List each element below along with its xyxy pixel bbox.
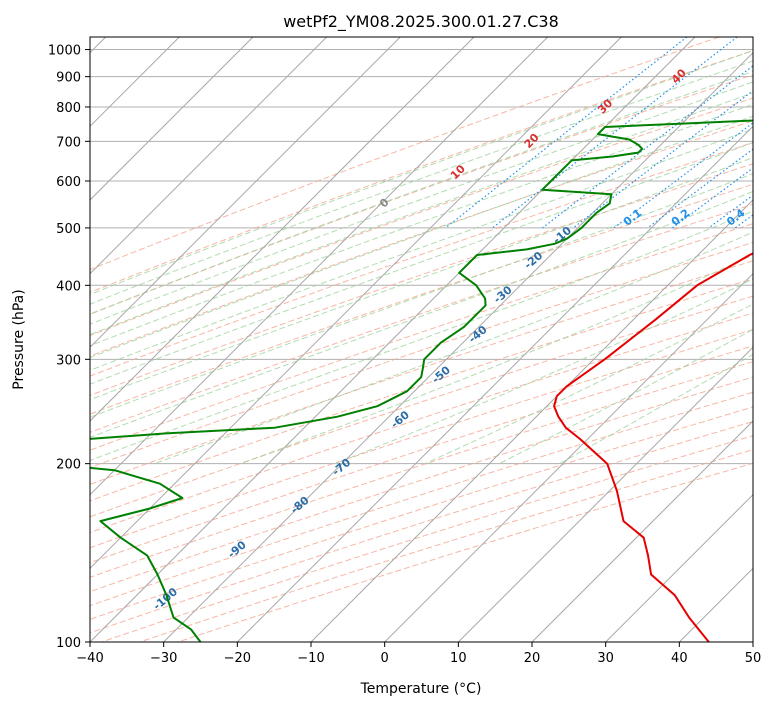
mixing-ratio-line — [572, 89, 753, 229]
x-tick-label: 20 — [524, 651, 541, 666]
moist-adiabats — [90, 50, 753, 465]
dry-adiabat-line — [90, 329, 753, 549]
chart-title: wetPf2_YM08.2025.300.01.27.C38 — [283, 12, 559, 32]
x-tick-label: 30 — [597, 651, 614, 666]
grid — [90, 49, 753, 642]
dry-adiabat-line — [90, 278, 753, 502]
dry-adiabat-line — [90, 163, 753, 396]
moist-adiabat-line — [90, 70, 753, 315]
y-tick-label: 800 — [56, 101, 81, 116]
y-tick-label: 200 — [56, 458, 81, 473]
isotherm-line — [531, 420, 753, 642]
y-tick-label: 700 — [56, 135, 81, 150]
x-axis-label: Temperature (°C) — [360, 681, 482, 697]
isotherm-line — [90, 37, 549, 496]
profiles — [90, 119, 753, 642]
y-tick-label: 600 — [56, 175, 81, 190]
plot-frame — [89, 36, 754, 643]
x-tick-label: 10 — [450, 651, 467, 666]
x-tick-label: −30 — [150, 651, 177, 666]
moist-adiabat-line — [90, 60, 753, 305]
dry-adiabat-line — [90, 97, 753, 337]
isotherm-line — [457, 346, 753, 642]
moist-adiabat-line — [90, 103, 753, 347]
dry-adiabat-line — [90, 74, 753, 315]
temperature-profile-line — [553, 252, 753, 642]
dry-adiabat-line — [90, 241, 753, 469]
moist-adiabat-line — [90, 50, 753, 296]
dry-adiabat-line — [90, 203, 753, 433]
mixing-ratio-line — [542, 65, 753, 229]
isotherm-line — [605, 493, 753, 642]
isotherm-line — [163, 51, 753, 642]
x-tick-label: −10 — [297, 651, 324, 666]
x-tick-label: −40 — [76, 651, 103, 666]
moist-adiabat-line — [240, 254, 753, 465]
dry-adiabat-line — [90, 37, 720, 271]
moist-adiabat-line — [335, 278, 753, 465]
dry-adiabat-line — [90, 295, 753, 518]
dry-adiabat-line — [90, 50, 753, 293]
isotherm-line — [752, 641, 753, 642]
isotherm-line — [236, 125, 753, 642]
x-tick-label: 0 — [381, 651, 389, 666]
dry-adiabat-line — [90, 183, 753, 415]
y-tick-label: 1000 — [48, 44, 81, 59]
y-tick-label: 100 — [56, 636, 81, 651]
moist-adiabat-line — [90, 173, 753, 418]
moist-adiabat-line — [90, 142, 753, 385]
y-tick-label: 400 — [56, 279, 81, 294]
x-tick-label: 40 — [671, 651, 688, 666]
y-axis-label: Pressure (hPa) — [11, 289, 27, 389]
moist-adiabat-line — [90, 81, 753, 325]
moist-adiabat-line — [90, 190, 753, 438]
dry-adiabat-line — [90, 142, 753, 377]
mixing-ratio-label: 0.6 — [754, 206, 775, 228]
mixing-ratio-line — [672, 167, 753, 229]
dry-adiabat-line — [90, 345, 753, 564]
moist-adiabat-line — [90, 156, 753, 401]
isotherm-line — [384, 272, 753, 642]
moist-adiabat-line — [90, 92, 753, 336]
x-tick-label: −20 — [224, 651, 251, 666]
moist-adiabat-line — [90, 128, 753, 371]
dry-adiabat-line — [90, 376, 753, 593]
isotherm-line — [90, 37, 254, 201]
y-tick-label: 500 — [56, 222, 81, 237]
axis-ticks: −40 −30 −20 −10 0 10 20 30 40 50 1000 900 800 700 600 5… — [48, 44, 761, 666]
y-tick-label: 300 — [56, 353, 81, 368]
moist-adiabat-line — [90, 115, 753, 359]
dry-adiabat-line — [90, 391, 753, 607]
isotherm-line — [90, 37, 696, 642]
isotherms — [90, 37, 753, 642]
dewpoint-profile-line — [90, 119, 753, 642]
isotherm-line — [90, 37, 401, 349]
isotherm-line — [90, 37, 622, 570]
y-tick-label: 900 — [56, 71, 81, 86]
x-tick-label: 50 — [745, 651, 762, 666]
moist-adiabat-line — [424, 303, 753, 465]
isotherm-line — [90, 37, 328, 275]
isotherm-line — [90, 37, 475, 422]
isotherm-line — [310, 199, 753, 642]
